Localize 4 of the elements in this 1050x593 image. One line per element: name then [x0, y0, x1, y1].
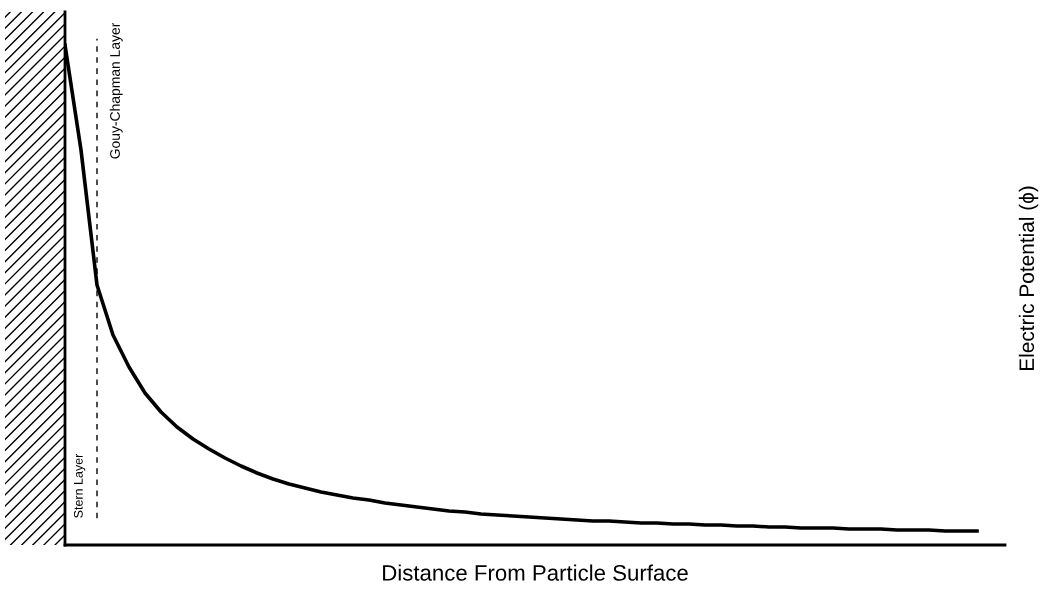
annotation: Stern Layer — [73, 453, 86, 518]
annotation: Gouy-Chapman Layer — [109, 22, 123, 159]
x-axis-title: Distance From Particle Surface — [383, 564, 688, 581]
y-axis-title: Electric Potential (ϕ) — [1018, 186, 1039, 371]
